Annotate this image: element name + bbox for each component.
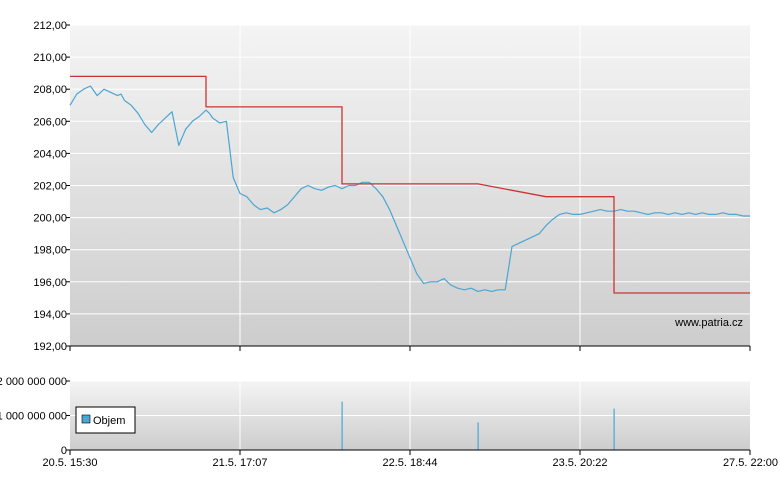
price-line	[69, 85, 750, 292]
price-panel: 192,00 194,00 196,00 198,00 200,00 202,00 204,…	[33, 20, 750, 353]
volume-legend: Objem	[75, 406, 136, 434]
volume-grid	[70, 380, 750, 450]
x-tick-label: 21.5. 17:07	[212, 457, 267, 469]
volume-bar	[341, 401, 343, 450]
price-y-tick-label: 212,00	[33, 20, 67, 32]
x-tick-label: 22.5. 18:44	[382, 457, 437, 469]
volume-y-tick-label: 0	[61, 445, 67, 457]
volume-panel: 0 1 000 000 000 2 000 000 000 Objem	[0, 376, 750, 457]
volume-y-tick-label: 1 000 000 000	[0, 411, 67, 423]
volume-y-ticks: 0 1 000 000 000 2 000 000 000	[0, 376, 70, 457]
price-y-tick-label: 200,00	[33, 213, 67, 225]
x-axis-ticks: 20.5. 15:30 21.5. 17:07 22.5. 18:44 23.5. 2…	[42, 346, 778, 469]
reference-line	[70, 75, 750, 294]
price-y-ticks: 192,00 194,00 196,00 198,00 200,00 202,00 204,…	[33, 20, 70, 353]
price-grid	[70, 24, 750, 347]
volume-bars	[341, 401, 615, 450]
price-y-tick-label: 202,00	[33, 181, 67, 193]
watermark: www.patria.cz	[674, 317, 743, 329]
price-y-tick-label: 206,00	[33, 116, 67, 128]
price-y-tick-label: 208,00	[33, 84, 67, 96]
price-series	[69, 75, 750, 294]
price-y-tick-label: 192,00	[33, 341, 67, 353]
x-tick-label: 23.5. 20:22	[552, 457, 607, 469]
volume-bar	[477, 422, 479, 450]
x-tick-label: 27.5. 22:00	[723, 457, 778, 469]
volume-bar	[613, 408, 615, 450]
legend-swatch	[81, 414, 91, 424]
price-y-tick-label: 204,00	[33, 148, 67, 160]
price-y-tick-label: 198,00	[33, 245, 67, 257]
x-tick-label: 20.5. 15:30	[42, 457, 97, 469]
price-y-tick-label: 196,00	[33, 277, 67, 289]
price-y-tick-label: 194,00	[33, 309, 67, 321]
volume-y-tick-label: 2 000 000 000	[0, 376, 67, 388]
price-y-tick-label: 210,00	[33, 52, 67, 64]
legend-label: Objem	[93, 415, 125, 427]
